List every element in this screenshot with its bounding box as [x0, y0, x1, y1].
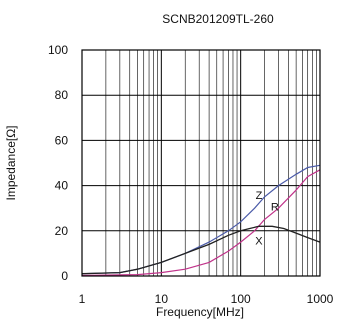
- series-annotation-z: Z: [256, 190, 263, 202]
- x-tick-label: 10: [155, 292, 169, 306]
- series-annotation-x: X: [255, 235, 263, 247]
- grid: [81, 49, 320, 277]
- chart-title: SCNB201209TL-260: [162, 12, 274, 26]
- y-tick-label: 100: [48, 43, 68, 57]
- series-line-x: [81, 225, 321, 275]
- plot-frame: [81, 49, 321, 277]
- series-line-z: [81, 164, 321, 275]
- series-annotation-r: R: [271, 201, 279, 213]
- y-tick-label: 0: [61, 269, 68, 283]
- y-tick-label: 60: [55, 133, 69, 147]
- x-axis-label: Frequency[MHz]: [156, 305, 244, 319]
- annotations: ZR X: [255, 190, 279, 247]
- series-layer: [81, 164, 321, 277]
- y-tick-label: 20: [55, 224, 69, 238]
- x-tick-label: 1000: [307, 292, 334, 306]
- y-tick-label: 80: [55, 88, 69, 102]
- y-axis-label: Impedance[Ω]: [4, 125, 18, 200]
- x-tick-label: 1: [79, 292, 86, 306]
- y-tick-label: 40: [55, 179, 69, 193]
- x-tick-label: 100: [231, 292, 251, 306]
- tick-labels: 1 10 100 1000 0 20 40 60 80 100: [48, 43, 334, 306]
- series-line-r: [81, 169, 321, 277]
